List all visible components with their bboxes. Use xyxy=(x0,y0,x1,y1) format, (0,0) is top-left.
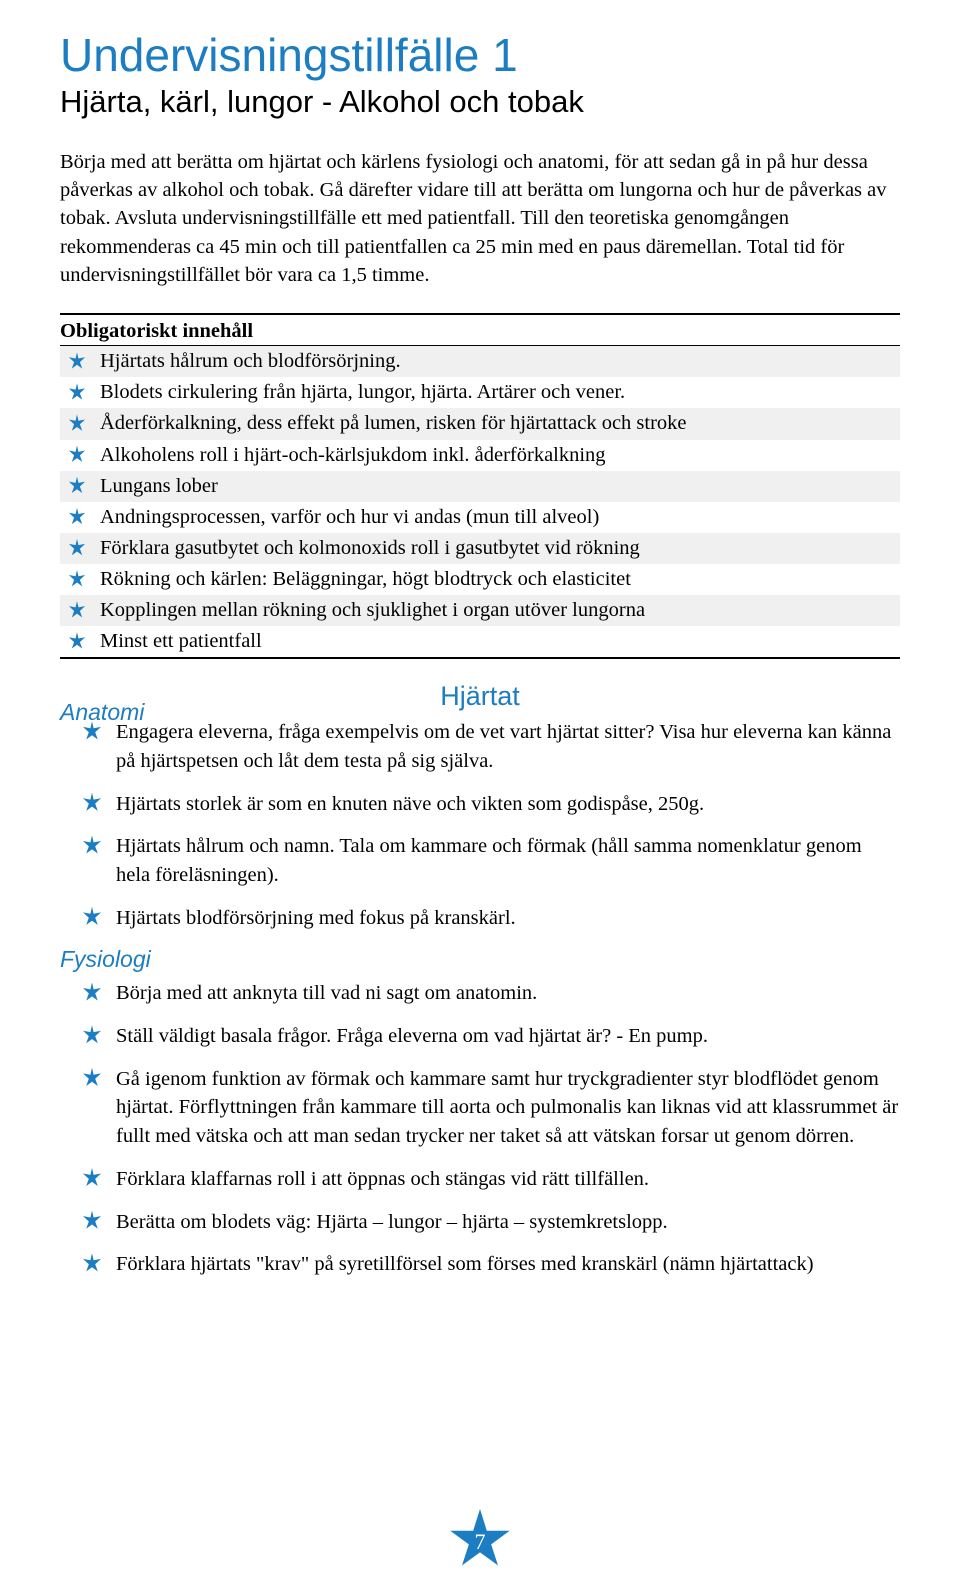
list-item: Kopplingen mellan rökning och sjuklighet… xyxy=(60,595,900,626)
list-item: Berätta om blodets väg: Hjärta – lungor … xyxy=(60,1208,900,1251)
list-item: Lungans lober xyxy=(60,471,900,502)
fysiologi-header: Fysiologi xyxy=(60,946,900,973)
list-item: Hjärtats blodförsörjning med fokus på kr… xyxy=(60,904,900,947)
list-item: Förklara klaffarnas roll i att öppnas oc… xyxy=(60,1165,900,1208)
page-number-badge: 7 xyxy=(449,1509,511,1571)
page-number: 7 xyxy=(475,1529,486,1555)
page-subtitle: Hjärta, kärl, lungor - Alkohol och tobak xyxy=(60,83,900,120)
list-item: Förklara hjärtats "krav" på syretillförs… xyxy=(60,1250,900,1293)
list-item: Hjärtats storlek är som en knuten näve o… xyxy=(60,790,900,833)
list-item: Blodets cirkulering från hjärta, lungor,… xyxy=(60,377,900,408)
anatomi-list: Engagera eleverna, fråga exempelvis om d… xyxy=(60,718,900,946)
star-icon: 7 xyxy=(449,1509,511,1571)
intro-paragraph: Börja med att berätta om hjärtat och kär… xyxy=(60,148,900,289)
list-item: Börja med att anknyta till vad ni sagt o… xyxy=(60,979,900,1022)
page-title: Undervisningstillfälle 1 xyxy=(60,30,900,81)
list-item: Förklara gasutbytet och kolmonoxids roll… xyxy=(60,533,900,564)
list-item: Ställ väldigt basala frågor. Fråga eleve… xyxy=(60,1022,900,1065)
list-item: Engagera eleverna, fråga exempelvis om d… xyxy=(60,718,900,789)
list-item: Gå igenom funktion av förmak och kammare… xyxy=(60,1065,900,1165)
list-item: Hjärtats hålrum och namn. Tala om kammar… xyxy=(60,832,900,903)
obligatory-header: Obligatoriskt innehåll xyxy=(60,318,900,346)
divider xyxy=(60,313,900,315)
list-item: Andningsprocessen, varför och hur vi and… xyxy=(60,502,900,533)
list-item: Minst ett patientfall xyxy=(60,626,900,657)
fysiologi-list: Börja med att anknyta till vad ni sagt o… xyxy=(60,979,900,1293)
list-item: Hjärtats hålrum och blodförsörjning. xyxy=(60,346,900,377)
list-item: Rökning och kärlen: Beläggningar, högt b… xyxy=(60,564,900,595)
divider xyxy=(60,657,900,659)
list-item: Alkoholens roll i hjärt-och-kärlsjukdom … xyxy=(60,440,900,471)
list-item: Åderförkalkning, dess effekt på lumen, r… xyxy=(60,408,900,439)
obligatory-list: Hjärtats hålrum och blodförsörjning. Blo… xyxy=(60,346,900,657)
